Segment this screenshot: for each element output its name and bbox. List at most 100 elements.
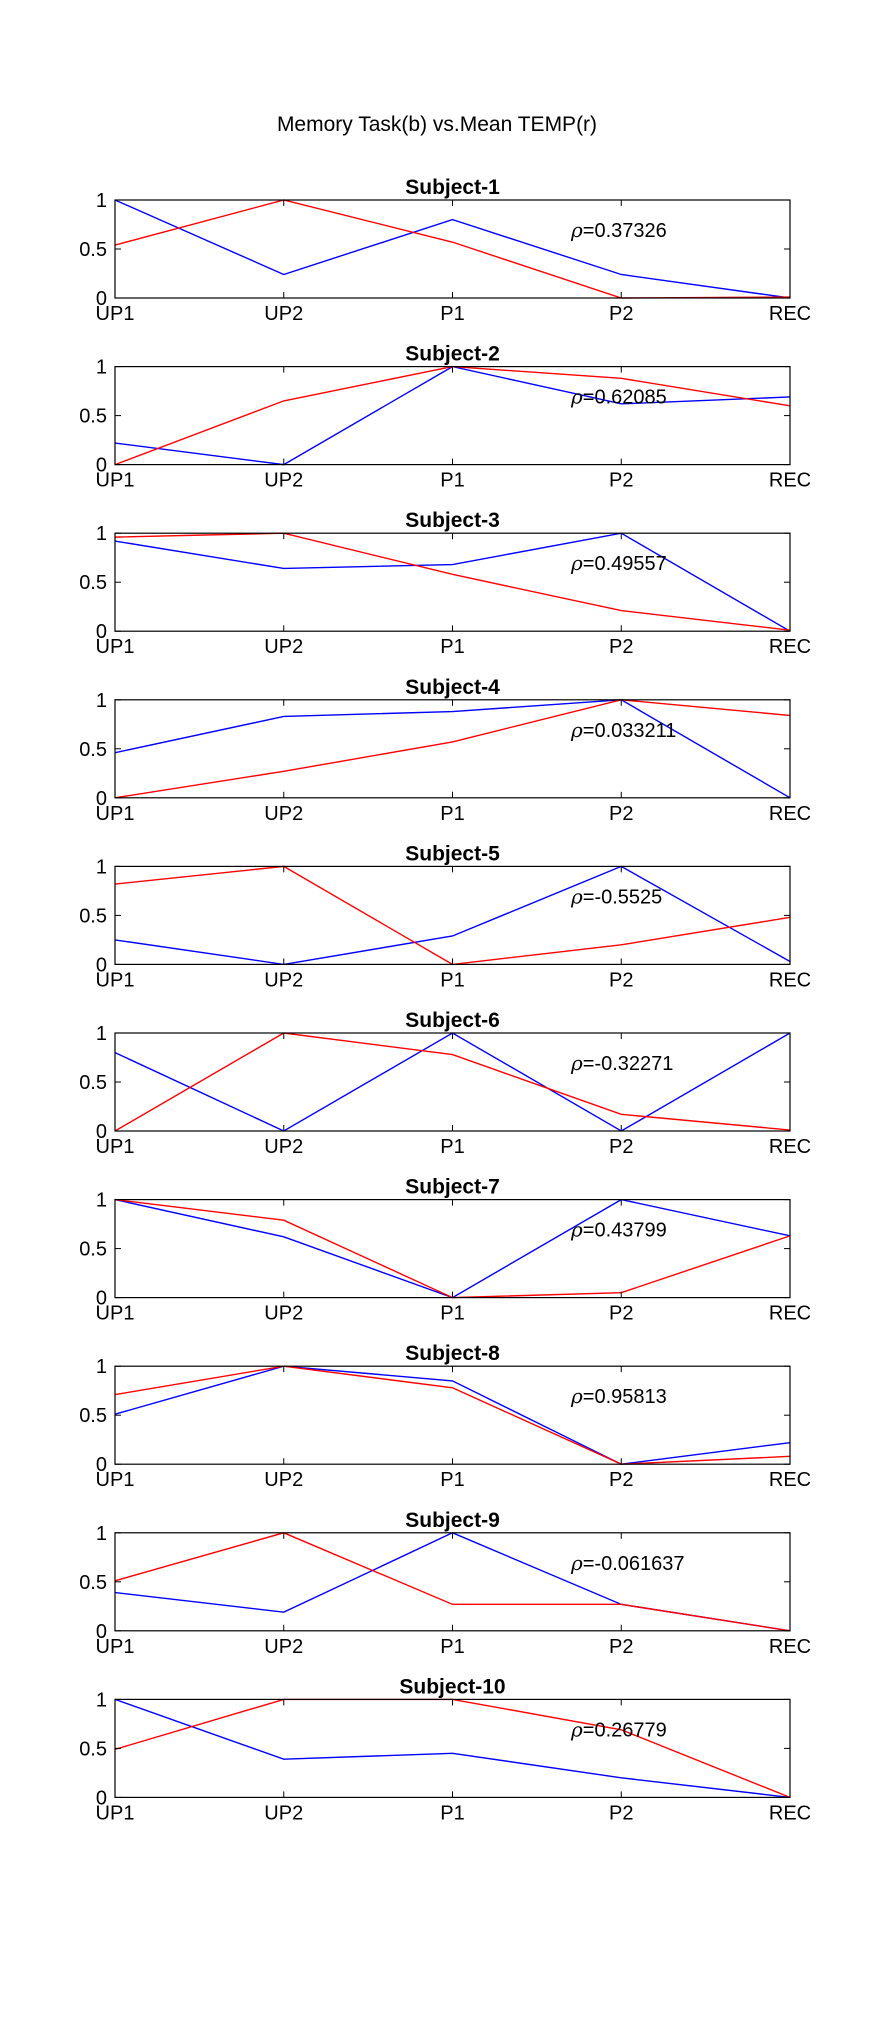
x-tick-label: UP2 (264, 803, 303, 825)
x-tick-label: REC (769, 470, 811, 492)
rho-symbol: ρ (570, 1551, 583, 1575)
correlation-value: =-0.32271 (583, 1053, 674, 1075)
correlation-value: =-0.5525 (583, 886, 663, 908)
x-tick-label: UP1 (96, 303, 135, 325)
correlation-value: =0.49557 (583, 553, 667, 575)
x-tick-label: UP1 (96, 1469, 135, 1491)
x-tick-label: UP2 (264, 636, 303, 658)
y-tick-label: 0 (96, 1454, 107, 1476)
subplot-6: Subject-6 UP1 UP2 P1 P2 REC 0 0.5 1 ρ=-0.32271 (79, 1009, 811, 1158)
mean-temp-line (114, 699, 791, 799)
rho-symbol: ρ (570, 218, 583, 242)
rho-symbol: ρ (570, 1717, 583, 1741)
subplot-10: Subject-10 UP1 UP2 P1 P2 REC 0 0.5 1 ρ=0.26779 (79, 1675, 811, 1824)
x-tick-label: P2 (609, 1469, 633, 1491)
correlation-annotation: ρ=0.95813 (570, 1384, 667, 1408)
x-tick-label: P1 (440, 636, 464, 658)
correlation-annotation: ρ=-0.32271 (570, 1051, 673, 1075)
rho-symbol: ρ (570, 1051, 583, 1075)
x-tick-label: UP1 (96, 969, 135, 991)
x-tick-label: UP2 (264, 1802, 303, 1824)
x-tick-label: P1 (440, 1136, 464, 1158)
x-tick-label: P2 (609, 303, 633, 325)
y-tick-label: 0.5 (79, 905, 107, 927)
y-tick-label: 0 (96, 1288, 107, 1310)
y-tick-label: 1 (96, 1190, 107, 1212)
rho-symbol: ρ (570, 1384, 583, 1408)
x-tick-label: P1 (440, 1469, 464, 1491)
y-tick-label: 0.5 (79, 1738, 107, 1760)
x-tick-label: P1 (440, 1802, 464, 1824)
y-tick-label: 1 (96, 1023, 107, 1045)
x-tick-label: REC (769, 1136, 811, 1158)
correlation-annotation: ρ=0.26779 (570, 1717, 667, 1741)
x-tick-label: P2 (609, 969, 633, 991)
x-tick-label: P2 (609, 1636, 633, 1658)
y-tick-label: 0.5 (79, 1239, 107, 1261)
y-tick-label: 1 (96, 1689, 107, 1711)
correlation-annotation: ρ=0.49557 (570, 551, 667, 575)
y-tick-label: 0 (96, 288, 107, 310)
subplot-title: Subject-3 (405, 509, 500, 532)
figure-title: Memory Task(b) vs.Mean TEMP(r) (277, 113, 597, 136)
x-tick-label: UP1 (96, 1303, 135, 1325)
x-tick-label: UP2 (264, 1636, 303, 1658)
mean-temp-line (114, 1532, 791, 1632)
y-tick-label: 1 (96, 523, 107, 545)
x-tick-label: REC (769, 1469, 811, 1491)
rho-symbol: ρ (570, 1218, 583, 1242)
subplot-title: Subject-10 (399, 1675, 505, 1698)
x-tick-label: UP2 (264, 1136, 303, 1158)
x-tick-label: UP1 (96, 470, 135, 492)
memory-task-line (114, 865, 791, 966)
correlation-value: =-0.061637 (583, 1553, 685, 1575)
subplot-2: Subject-2 UP1 UP2 P1 P2 REC 0 0.5 1 ρ=0.62085 (79, 343, 811, 492)
memory-task-line (114, 699, 791, 799)
y-tick-label: 1 (96, 190, 107, 212)
subplot-1: Subject-1 UP1 UP2 P1 P2 REC 0 0.5 1 ρ=0.37326 (79, 176, 811, 325)
subplot-title: Subject-4 (405, 676, 500, 699)
x-tick-label: P1 (440, 969, 464, 991)
y-tick-label: 0 (96, 1621, 107, 1643)
y-tick-label: 0.5 (79, 739, 107, 761)
y-tick-label: 0.5 (79, 1405, 107, 1427)
y-tick-label: 1 (96, 1356, 107, 1378)
y-tick-label: 0 (96, 954, 107, 976)
x-tick-label: REC (769, 636, 811, 658)
correlation-value: =0.26779 (583, 1719, 667, 1741)
x-tick-label: UP1 (96, 1136, 135, 1158)
x-tick-label: UP2 (264, 1303, 303, 1325)
y-tick-label: 1 (96, 1523, 107, 1545)
correlation-value: =0.62085 (583, 387, 667, 409)
memory-task-line (114, 199, 791, 299)
memory-task-line (114, 1698, 791, 1799)
y-tick-label: 0.5 (79, 1572, 107, 1594)
x-tick-label: P2 (609, 1136, 633, 1158)
x-tick-label: P2 (609, 636, 633, 658)
x-tick-label: REC (769, 1636, 811, 1658)
correlation-annotation: ρ=0.62085 (570, 385, 667, 409)
subplot-9: Subject-9 UP1 UP2 P1 P2 REC 0 0.5 1 ρ=-0.061637 (79, 1509, 811, 1658)
correlation-value: =0.37326 (583, 220, 667, 242)
x-tick-label: REC (769, 1303, 811, 1325)
subplot-title: Subject-1 (405, 176, 500, 199)
y-tick-label: 0 (96, 621, 107, 643)
rho-symbol: ρ (570, 551, 583, 575)
correlation-value: =0.95813 (583, 1386, 667, 1408)
correlation-value: =0.43799 (583, 1220, 667, 1242)
x-tick-label: P2 (609, 1303, 633, 1325)
y-tick-label: 0 (96, 1121, 107, 1143)
rho-symbol: ρ (570, 385, 583, 409)
y-tick-label: 0.5 (79, 572, 107, 594)
y-tick-label: 0 (96, 788, 107, 810)
correlation-annotation: ρ=0.43799 (570, 1218, 667, 1242)
x-tick-label: REC (769, 803, 811, 825)
subplot-3: Subject-3 UP1 UP2 P1 P2 REC 0 0.5 1 ρ=0.49557 (79, 509, 811, 658)
x-tick-label: UP1 (96, 803, 135, 825)
subplot-5: Subject-5 UP1 UP2 P1 P2 REC 0 0.5 1 ρ=-0.5525 (79, 842, 811, 991)
x-tick-label: UP1 (96, 636, 135, 658)
y-tick-label: 1 (96, 357, 107, 379)
y-tick-label: 0.5 (79, 1072, 107, 1094)
